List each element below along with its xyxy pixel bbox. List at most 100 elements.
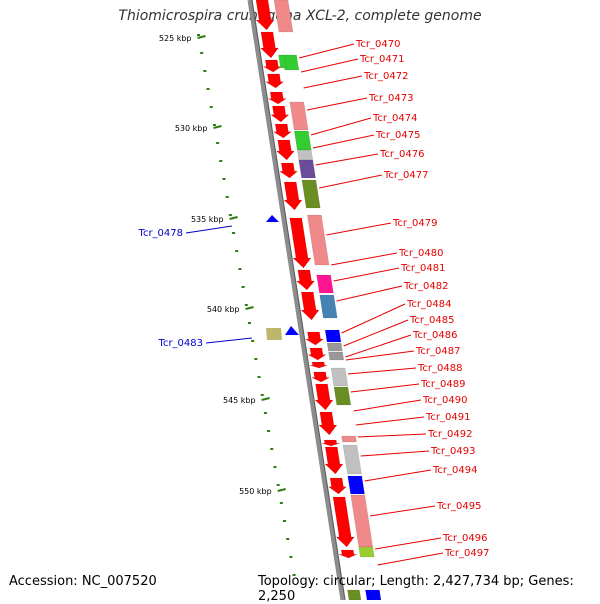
scale-dot <box>289 556 293 558</box>
tick-mark <box>261 397 270 401</box>
gene-feature-box <box>294 130 312 151</box>
scale-dot <box>203 70 207 72</box>
gene-feature-box <box>341 435 357 443</box>
gene-feature-box <box>316 274 334 294</box>
gene-leader-line <box>185 225 233 234</box>
gene-label-tcr_0483: Tcr_0483 <box>158 338 203 349</box>
tick-mark <box>245 306 254 310</box>
scale-dot <box>273 466 277 468</box>
scale-dot <box>292 574 296 576</box>
scale-dot <box>238 268 242 270</box>
scale-dot <box>251 340 255 342</box>
tick-label: 540 kbp <box>207 305 240 314</box>
gene-feature-box <box>330 367 349 387</box>
gene-leader-line <box>205 337 253 344</box>
gene-feature-box <box>278 54 287 69</box>
gene-feature-box <box>307 214 330 266</box>
gene-label-tcr_0474: Tcr_0474 <box>372 113 417 124</box>
gene-leader-line <box>333 267 400 282</box>
gene-label-tcr_0491: Tcr_0491 <box>425 412 470 423</box>
gene-feature-box <box>266 328 282 340</box>
gene-cds-arrow <box>304 331 325 346</box>
tick-label: 545 kbp <box>223 396 256 405</box>
tick-label: 535 kbp <box>191 215 224 224</box>
scale-dot <box>279 502 283 504</box>
gene-feature-box <box>333 386 352 406</box>
gene-leader-line <box>350 383 420 393</box>
scale-dot <box>219 160 223 162</box>
gene-label-tcr_0493: Tcr_0493 <box>430 446 475 457</box>
gene-leader-line <box>345 350 415 361</box>
gene-feature-box <box>365 589 382 600</box>
scale-dot <box>244 304 248 306</box>
scale-dot <box>228 214 232 216</box>
gene-feature-box <box>296 149 314 161</box>
gene-label-tcr_0492: Tcr_0492 <box>427 429 472 440</box>
gene-label-tcr_0497: Tcr_0497 <box>444 548 489 559</box>
gene-cds-arrow <box>264 73 285 89</box>
gene-cds-arrow <box>327 477 348 495</box>
scale-dot <box>222 178 226 180</box>
gene-leader-line <box>353 399 422 412</box>
gene-cds-arrow <box>263 59 283 73</box>
gene-label-tcr_0479: Tcr_0479 <box>392 218 437 229</box>
scale-dot <box>257 376 261 378</box>
gene-leader-line <box>315 153 379 166</box>
gene-leader-line <box>345 334 412 358</box>
scale-dot <box>206 88 210 90</box>
scale-dot <box>254 358 258 360</box>
tick-mark <box>197 35 206 39</box>
gene-leader-line <box>360 450 430 457</box>
gene-label-tcr_0490: Tcr_0490 <box>422 395 467 406</box>
gene-label-tcr_0495: Tcr_0495 <box>436 501 481 512</box>
gene-feature-box <box>326 342 343 352</box>
gene-leader-line <box>357 433 427 438</box>
gene-label-tcr_0486: Tcr_0486 <box>412 330 457 341</box>
gene-cds-arrow <box>321 439 340 447</box>
gene-label-tcr_0473: Tcr_0473 <box>368 93 413 104</box>
scale-dot <box>283 520 287 522</box>
gene-feature-box <box>273 0 294 33</box>
gene-label-tcr_0478: Tcr_0478 <box>138 228 183 239</box>
scale-dot <box>232 232 236 234</box>
scale-dot <box>225 196 229 198</box>
scale-dot <box>247 322 251 324</box>
gene-leader-line <box>341 303 406 334</box>
gene-leader-line <box>377 552 444 566</box>
gene-leader-line <box>336 285 403 302</box>
gene-label-tcr_0471: Tcr_0471 <box>359 54 404 65</box>
scale-dot <box>286 538 290 540</box>
gene-cds-arrow <box>314 383 334 411</box>
gene-leader-line <box>326 222 392 236</box>
scale-dot <box>241 286 245 288</box>
gene-label-tcr_0472: Tcr_0472 <box>363 71 408 82</box>
gene-cds-arrow <box>300 291 320 321</box>
tick-label: 525 kbp <box>159 34 192 43</box>
gene-leader-line <box>355 416 425 426</box>
gene-leader-line <box>364 469 432 482</box>
gene-feature-box <box>347 589 362 600</box>
gene-label-tcr_0487: Tcr_0487 <box>415 346 460 357</box>
map-title: Thiomicrospira crunogena XCL-2, complete… <box>118 8 482 24</box>
gene-cds-arrow <box>278 162 299 179</box>
gene-leader-line <box>369 505 436 517</box>
gene-cds-arrow <box>309 361 328 369</box>
gene-leader-line <box>330 252 398 266</box>
tick-mark <box>229 216 238 220</box>
scale-dot <box>270 448 274 450</box>
gene-label-tcr_0482: Tcr_0482 <box>403 281 448 292</box>
gene-feature-box <box>301 179 321 209</box>
gene-cds-arrow <box>338 549 358 559</box>
gene-feature-box <box>324 329 342 343</box>
gene-leader-line <box>301 58 359 73</box>
gene-leader-line <box>306 97 368 111</box>
gene-label-tcr_0496: Tcr_0496 <box>442 533 487 544</box>
scale-dot <box>267 430 271 432</box>
gene-label-tcr_0488: Tcr_0488 <box>417 363 462 374</box>
gene-leader-line <box>319 174 383 189</box>
gene-feature-box <box>319 294 338 319</box>
gene-feature-box <box>347 475 365 495</box>
gene-cds-arrow <box>268 91 288 105</box>
